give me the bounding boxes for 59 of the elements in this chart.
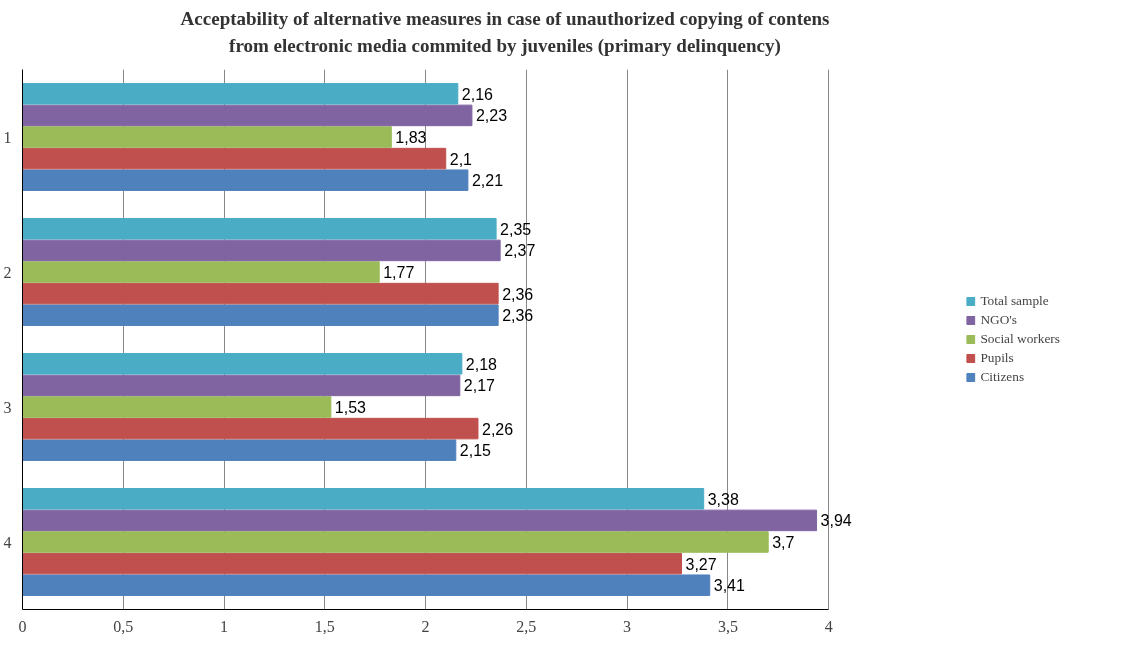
y-tick-label: 4 — [3, 533, 12, 551]
data-label: 3,27 — [685, 555, 717, 573]
bar — [22, 439, 457, 462]
legend-label: Total sample — [980, 293, 1049, 310]
legend-label: Citizens — [980, 369, 1025, 386]
x-tick-label: 2,5 — [516, 617, 537, 635]
data-label: 2,1 — [449, 150, 473, 168]
bar — [22, 283, 499, 305]
bar — [22, 126, 392, 149]
data-label: 2,15 — [459, 442, 492, 460]
data-label: 2,37 — [504, 242, 536, 260]
y-tick-label: 1 — [3, 128, 12, 146]
data-label: 2,23 — [475, 107, 508, 125]
data-label: 3,38 — [707, 491, 739, 509]
legend-label: Pupils — [980, 350, 1014, 367]
x-tick-label: 2 — [421, 617, 430, 635]
data-label: 2,17 — [463, 377, 496, 395]
data-label: 2,18 — [465, 356, 498, 374]
bar — [22, 353, 463, 375]
bar — [22, 374, 461, 397]
bar — [22, 509, 818, 532]
bar — [22, 396, 332, 419]
data-label: 2,36 — [502, 285, 534, 303]
x-tick-label: 0 — [18, 617, 27, 635]
x-tick-label: 1 — [220, 617, 229, 635]
legend-label: NGO's — [980, 312, 1017, 329]
bar — [22, 488, 705, 510]
data-label: 2,36 — [502, 307, 534, 325]
y-tick-label: 2 — [3, 263, 12, 281]
data-label: 1,83 — [395, 129, 427, 147]
bar — [22, 218, 497, 240]
data-label: 2,16 — [461, 86, 494, 104]
bar — [22, 531, 769, 554]
data-label: 1,77 — [383, 264, 415, 282]
data-label: 3,7 — [772, 534, 795, 552]
x-tick-label: 3 — [623, 617, 632, 635]
bar — [22, 261, 380, 284]
x-tick-label: 0,5 — [113, 617, 134, 635]
data-label: 2,21 — [471, 172, 504, 190]
bar — [22, 239, 501, 262]
bar — [22, 418, 479, 440]
y-tick-label: 3 — [3, 398, 12, 416]
x-tick-label: 1,5 — [314, 617, 335, 635]
data-label: 3,94 — [820, 512, 852, 530]
bar — [22, 574, 711, 597]
bar — [22, 104, 473, 127]
bar — [22, 169, 469, 192]
bar — [22, 148, 447, 170]
bar — [22, 553, 683, 575]
bar — [22, 304, 499, 327]
legend-label: Social workers — [980, 331, 1060, 348]
chart-title: Acceptability of alternative measures in case of unauthorized copying of contens from electronic media commited by juveniles (primary delinquency) — [180, 7, 830, 59]
bar — [22, 83, 459, 105]
x-tick-label: 3,5 — [717, 617, 738, 635]
data-label: 1,53 — [334, 399, 367, 417]
data-label: 2,26 — [481, 420, 514, 438]
data-label: 2,35 — [500, 221, 532, 239]
data-label: 3,41 — [713, 577, 745, 595]
x-tick-label: 4 — [824, 617, 833, 635]
